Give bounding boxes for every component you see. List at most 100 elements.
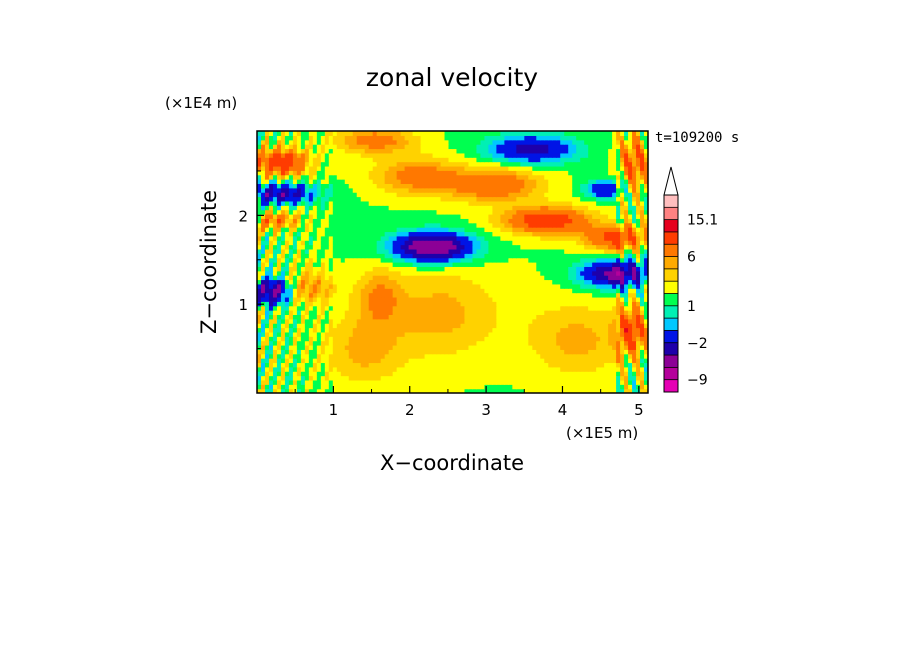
heatmap-cell [600, 170, 605, 176]
heatmap-cell [416, 323, 422, 329]
heatmap-cell [556, 266, 561, 272]
heatmap-cell [416, 318, 422, 324]
heatmap-cell [576, 353, 581, 359]
heatmap-cell [520, 187, 525, 193]
heatmap-cell [320, 192, 326, 198]
heatmap-cell [360, 196, 366, 202]
heatmap-cell [584, 218, 589, 224]
heatmap-cell [488, 283, 493, 289]
heatmap-cell [332, 275, 338, 281]
heatmap-cell [356, 283, 362, 289]
heatmap-cell [280, 213, 286, 219]
heatmap-cell [520, 362, 525, 368]
heatmap-cell [264, 344, 270, 350]
heatmap-cell [308, 283, 314, 289]
heatmap-cell [528, 213, 533, 219]
heatmap-cell [452, 336, 458, 342]
heatmap-cell [468, 331, 474, 337]
heatmap-cell [576, 235, 581, 241]
heatmap-cell [328, 227, 334, 233]
heatmap-cell [492, 379, 497, 385]
heatmap-cell [372, 384, 378, 390]
heatmap-cell [552, 227, 557, 233]
heatmap-cell [300, 349, 306, 355]
heatmap-cell [592, 340, 597, 346]
heatmap-cell [268, 323, 274, 329]
heatmap-cell [424, 227, 430, 233]
heatmap-cell [624, 288, 629, 294]
heatmap-cell [468, 222, 474, 228]
heatmap-cell [524, 209, 529, 215]
heatmap-cell [632, 314, 637, 320]
heatmap-cell [528, 262, 533, 267]
heatmap-cell [272, 270, 278, 276]
heatmap-cell [548, 218, 553, 224]
heatmap-cell [520, 327, 525, 333]
heatmap-cell [268, 253, 274, 259]
heatmap-cell [352, 244, 358, 250]
heatmap-cell [468, 353, 474, 359]
heatmap-cell [476, 318, 482, 324]
heatmap-cell [600, 235, 605, 241]
heatmap-cell [388, 179, 394, 184]
heatmap-cell [420, 353, 426, 359]
heatmap-cell [360, 288, 366, 294]
heatmap-cell [428, 240, 434, 246]
heatmap-cell [340, 222, 346, 228]
heatmap-cell [412, 262, 418, 267]
heatmap-cell [540, 179, 545, 184]
heatmap-cell [376, 384, 382, 390]
heatmap-cell [372, 275, 378, 281]
heatmap-cell [332, 248, 338, 254]
heatmap-cell [564, 170, 569, 176]
heatmap-cell [472, 248, 478, 254]
heatmap-cell [616, 279, 621, 285]
heatmap-cell [300, 310, 306, 315]
heatmap-cell [524, 379, 529, 385]
heatmap-cell [452, 174, 458, 180]
heatmap-cell [644, 218, 648, 224]
heatmap-cell [396, 318, 402, 324]
heatmap-cell [404, 187, 410, 193]
heatmap-cell [500, 384, 505, 390]
heatmap-cell [568, 344, 573, 350]
heatmap-cell [548, 244, 553, 250]
heatmap-cell [516, 270, 521, 276]
heatmap-cell [620, 196, 625, 202]
heatmap-cell [308, 336, 314, 342]
heatmap-cell [500, 170, 505, 176]
heatmap-cell [304, 310, 310, 315]
heatmap-cell [464, 362, 470, 368]
heatmap-cell [308, 222, 314, 228]
heatmap-cell [268, 310, 274, 315]
heatmap-cell [440, 192, 446, 198]
heatmap-cell [572, 187, 577, 193]
heatmap-cell [440, 235, 446, 241]
heatmap-cell [268, 179, 274, 184]
heatmap-cell [476, 310, 482, 315]
heatmap-cell [548, 340, 553, 346]
heatmap-cell [280, 288, 286, 294]
heatmap-cell [492, 349, 497, 355]
heatmap-cell [620, 323, 625, 329]
heatmap-cell [560, 301, 565, 307]
heatmap-cell [520, 227, 525, 233]
heatmap-cell [308, 227, 314, 233]
heatmap-cell [324, 340, 330, 346]
heatmap-cell [596, 292, 601, 298]
heatmap-cell [464, 292, 470, 298]
heatmap-cell [424, 358, 430, 364]
heatmap-cell [257, 235, 262, 241]
heatmap-cell [516, 174, 521, 180]
heatmap-cell [444, 336, 450, 342]
heatmap-cell [516, 296, 521, 302]
heatmap-cell [396, 253, 402, 259]
heatmap-cell [260, 187, 266, 193]
heatmap-cell [572, 174, 577, 180]
heatmap-cell [400, 174, 406, 180]
heatmap-cell [604, 179, 609, 184]
heatmap-cell [352, 174, 358, 180]
heatmap-cell [564, 213, 569, 219]
heatmap-cell [500, 283, 505, 289]
heatmap-cell [560, 179, 565, 184]
